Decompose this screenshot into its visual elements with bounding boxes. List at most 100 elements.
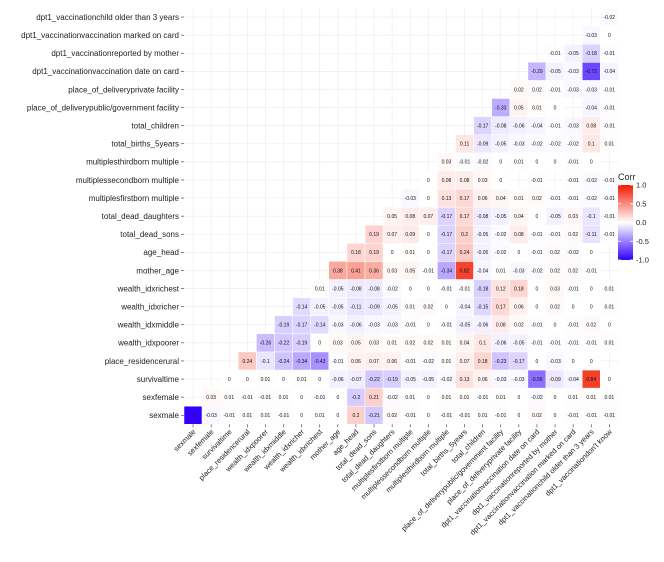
cell-value-label: 0.02 xyxy=(423,304,433,310)
cell-value-label: 0.02 xyxy=(405,341,415,347)
cell-value-label: -0.03 xyxy=(567,87,579,93)
cell-value-label: 0.21 xyxy=(369,395,379,401)
cell-value-label: 0.07 xyxy=(387,232,397,238)
cell-value-label: 0 xyxy=(391,250,394,256)
cell-value-label: -0.05 xyxy=(405,377,417,383)
cell-value-label: -0.01 xyxy=(549,341,561,347)
cell-value-label: 0.02 xyxy=(532,413,542,419)
cell-value-label: 0 xyxy=(536,160,539,166)
cell-value-label: 0.02 xyxy=(568,268,578,274)
cell-value-label: -0.03 xyxy=(549,359,561,365)
cell-value-label: 0.02 xyxy=(532,87,542,93)
cell-value-label: -0.01 xyxy=(423,268,435,274)
cell-value-label: 0.04 xyxy=(514,214,524,220)
cell-value-label: 0.05 xyxy=(405,268,415,274)
cell-value-label: -0.04 xyxy=(604,69,616,75)
cell-value-label: -0.01 xyxy=(567,160,579,166)
cell-value-label: 0.02 xyxy=(550,250,560,256)
cell-value-label: 0.01 xyxy=(315,286,325,292)
cell-value-label: -0.01 xyxy=(604,105,616,111)
cell-value-label: -0.19 xyxy=(278,323,290,329)
cell-value-label: 0.01 xyxy=(604,304,614,310)
heatmap-cell xyxy=(600,279,619,298)
cell-value-label: 0.01 xyxy=(604,395,614,401)
cell-value-label: -0.02 xyxy=(495,250,507,256)
y-tick-label: total_dead_daughters xyxy=(102,212,179,221)
cell-value-label: -0.01 xyxy=(567,341,579,347)
cell-value-label: 0.17 xyxy=(460,196,470,202)
cell-value-label: -0.01 xyxy=(567,178,579,184)
cell-value-label: 0 xyxy=(572,304,575,310)
cell-value-label: 0 xyxy=(427,232,430,238)
cell-value-label: -0.06 xyxy=(513,123,525,129)
cell-value-label: 0 xyxy=(300,395,303,401)
y-tick-label: dpt1_vaccinationvaccination date on card xyxy=(32,67,179,76)
cell-value-label: 0.02 xyxy=(514,323,524,329)
cell-value-label: -0.72 xyxy=(586,69,598,75)
cell-value-label: 0.03 xyxy=(478,178,488,184)
cell-value-label: -0.33 xyxy=(495,105,507,111)
cell-value-label: -0.01 xyxy=(604,196,616,202)
cell-value-label: 0.01 xyxy=(514,196,524,202)
cell-value-label: -0.03 xyxy=(567,69,579,75)
cell-value-label: -0.01 xyxy=(405,413,417,419)
cell-value-label: -0.34 xyxy=(296,359,308,365)
cell-value-label: -0.01 xyxy=(278,413,290,419)
cell-value-label: 0.18 xyxy=(351,250,361,256)
cell-value-label: 0.01 xyxy=(586,395,596,401)
cell-value-label: 0 xyxy=(318,341,321,347)
cell-value-label: 0 xyxy=(517,413,520,419)
legend-tick-label: 0.5 xyxy=(636,199,646,208)
cell-value-label: 0.03 xyxy=(369,341,379,347)
cell-value-label: 0.38 xyxy=(333,268,343,274)
cell-value-label: 0 xyxy=(590,250,593,256)
y-tick-label: wealth_idxpoorer xyxy=(117,339,179,348)
cell-value-label: 0 xyxy=(282,377,285,383)
cell-value-label: -0.17 xyxy=(441,250,453,256)
cell-value-label: -0.01 xyxy=(549,51,561,57)
cell-value-label: 0.03 xyxy=(206,395,216,401)
cell-value-label: 0.07 xyxy=(369,359,379,365)
cell-value-label: 0.2 xyxy=(352,413,359,419)
cell-value-label: -0.01 xyxy=(531,178,543,184)
heatmap-cells: -1 -0.03 -0.01 0.01 0.01 -0.01 0 0.01 0 0.2 -0.21 0… xyxy=(183,7,619,425)
y-tick-label: dpt1_vaccinationchild older than 3 years xyxy=(36,13,179,22)
cell-value-label: -0.17 xyxy=(441,232,453,238)
cell-value-label: -0.01 xyxy=(549,123,561,129)
cell-value-label: 0 xyxy=(554,413,557,419)
cell-value-label: -0.14 xyxy=(314,323,326,329)
cell-value-label: -0.01 xyxy=(531,232,543,238)
cell-value-label: 0.03 xyxy=(387,268,397,274)
cell-value-label: 0.03 xyxy=(550,286,560,292)
cell-value-label: -0.01 xyxy=(586,341,598,347)
cell-value-label: -0.01 xyxy=(332,359,344,365)
cell-value-label: 0 xyxy=(590,359,593,365)
cell-value-label: 0.08 xyxy=(460,178,470,184)
cell-value-label: 0.05 xyxy=(387,214,397,220)
cell-value-label: -0.02 xyxy=(586,178,598,184)
cell-value-label: 0.08 xyxy=(442,178,452,184)
cell-value-label: -0.01 xyxy=(459,160,471,166)
cell-value-label: -0.06 xyxy=(332,377,344,383)
cell-value-label: 0.84 xyxy=(586,377,596,383)
cell-value-label: 0.01 xyxy=(279,395,289,401)
cell-value-label: 0.06 xyxy=(478,196,488,202)
cell-value-label: -0.19 xyxy=(386,377,398,383)
cell-value-label: 0 xyxy=(517,395,520,401)
cell-value-label: -0.08 xyxy=(495,123,507,129)
cell-value-label: 0.01 xyxy=(315,413,325,419)
cell-value-label: 0.01 xyxy=(224,395,234,401)
cell-value-label: 0.01 xyxy=(460,395,470,401)
cell-value-label: -0.01 xyxy=(586,268,598,274)
cell-value-label: -0.23 xyxy=(495,359,507,365)
cell-value-label: 0.12 xyxy=(496,286,506,292)
cell-value-label: 0.01 xyxy=(405,395,415,401)
cell-value-label: 0.1 xyxy=(479,341,486,347)
cell-value-label: -0.05 xyxy=(459,323,471,329)
cell-value-label: 0.01 xyxy=(604,341,614,347)
cell-value-label: 0.18 xyxy=(478,359,488,365)
cell-value-label: 0 xyxy=(536,359,539,365)
cell-value-label: -0.09 xyxy=(368,304,380,310)
y-tick-label: total_births_5years xyxy=(111,140,179,149)
